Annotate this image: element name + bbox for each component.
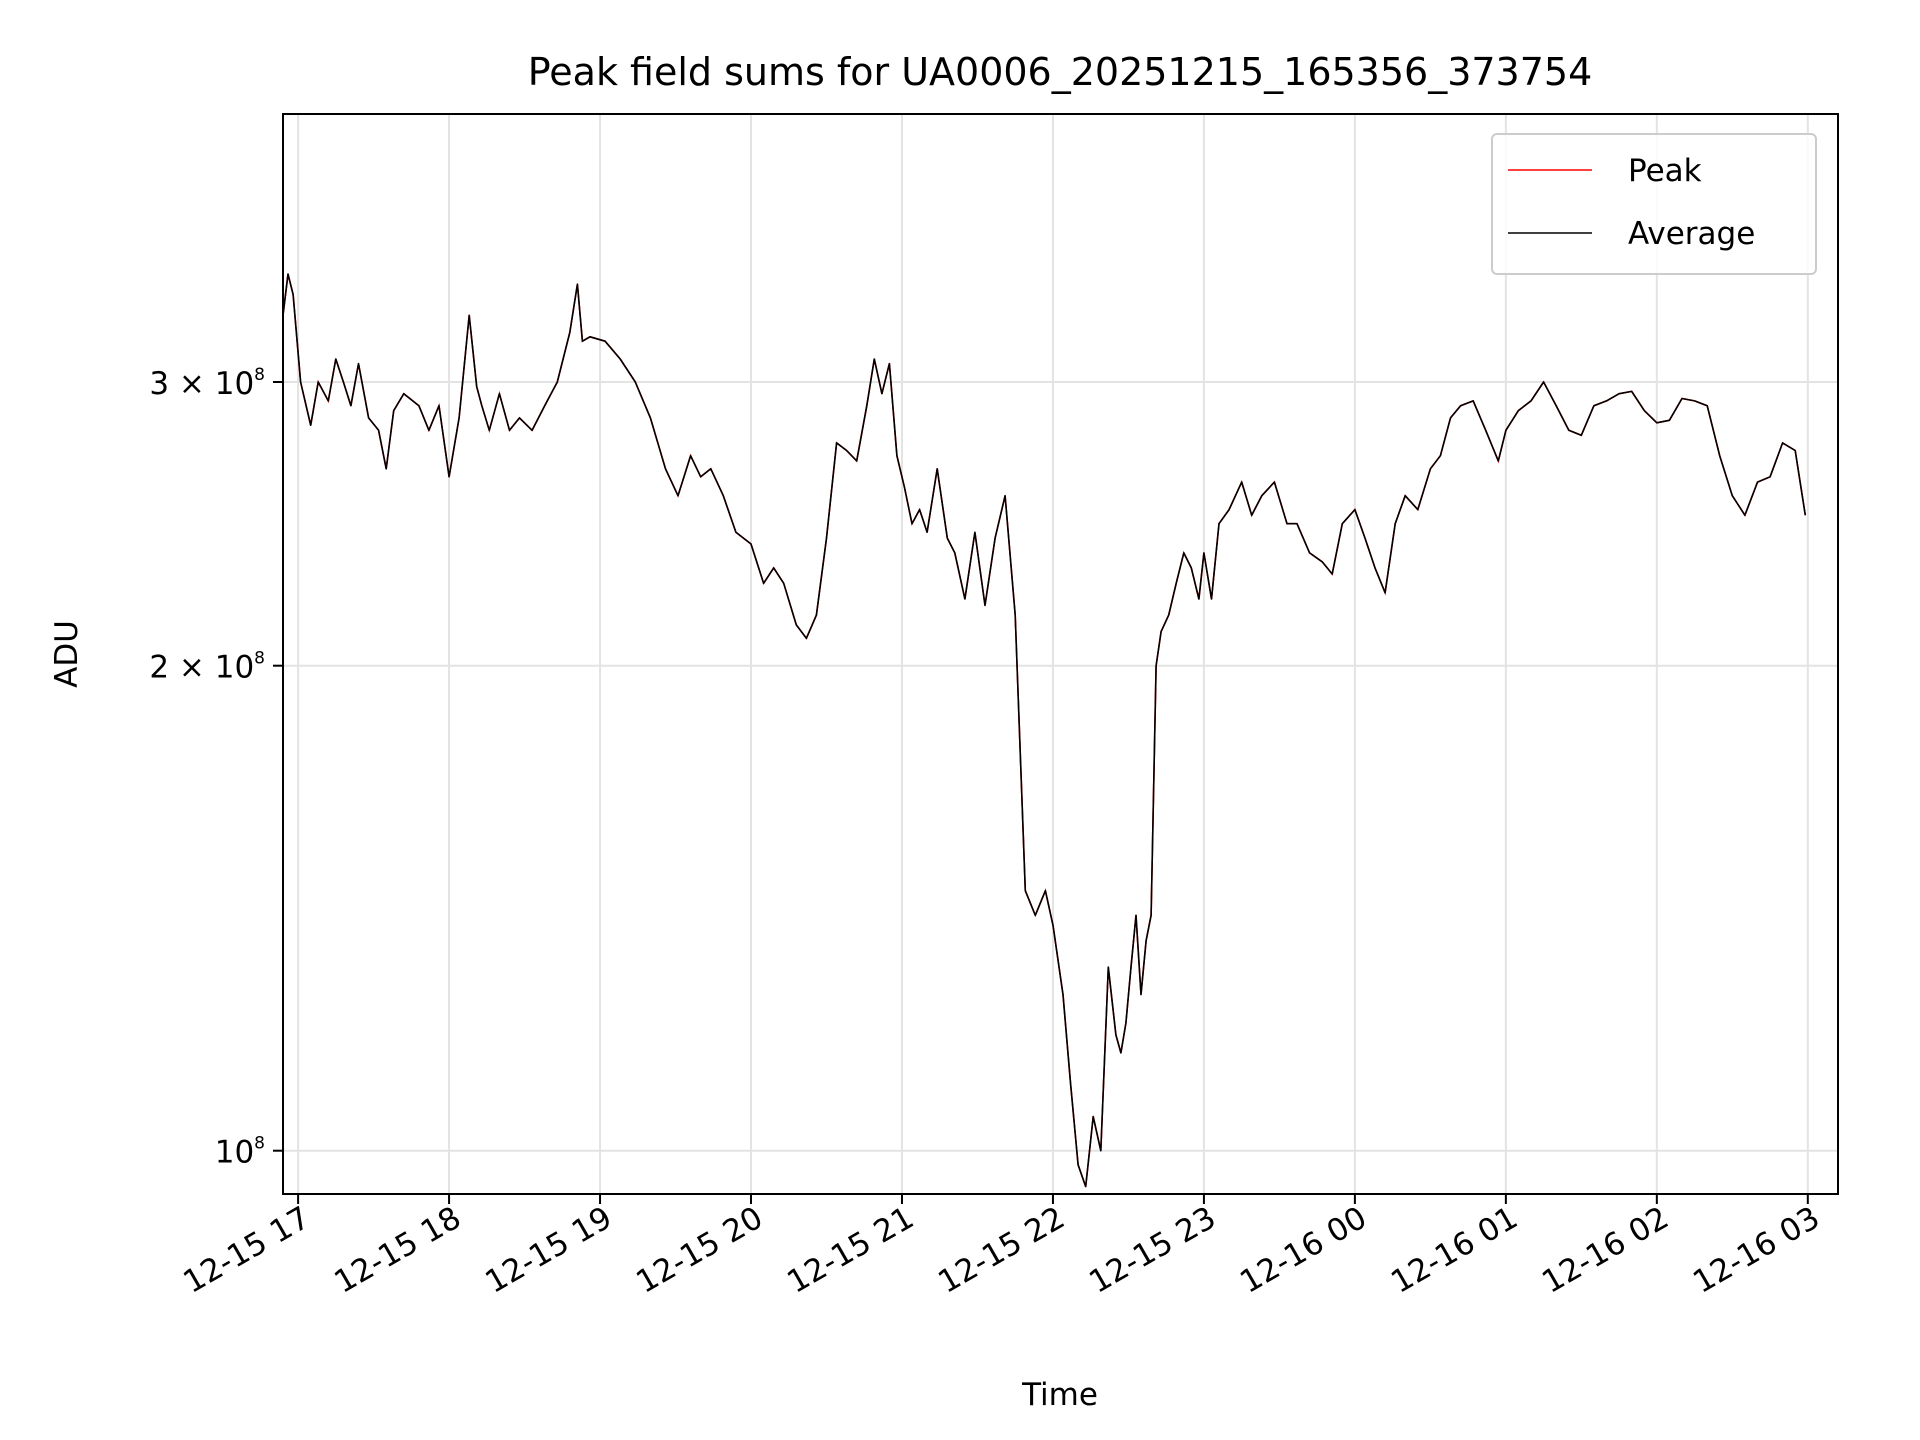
series-line-average xyxy=(283,273,1807,1188)
y-gridlines xyxy=(283,380,1838,1152)
plot-frame xyxy=(282,113,1839,1195)
legend-label-peak: Peak xyxy=(1628,153,1702,189)
x-tick-label: 12-16 02 xyxy=(1536,1200,1675,1301)
x-axis-label: Time xyxy=(1021,1377,1098,1413)
x-tick-label: 12-16 03 xyxy=(1687,1200,1826,1301)
y-tick-label-exponent: 8 xyxy=(254,1134,265,1154)
x-tick-label: 12-15 23 xyxy=(1083,1200,1222,1301)
series-line-peak xyxy=(283,273,1807,1187)
x-tick-label: 12-15 19 xyxy=(479,1200,618,1301)
x-tick-label: 12-15 22 xyxy=(932,1200,1071,1301)
y-tick-label-exponent: 8 xyxy=(254,649,265,669)
y-axis-label: ADU xyxy=(49,620,85,688)
x-tick-label: 12-15 17 xyxy=(177,1200,316,1301)
x-gridlines xyxy=(297,114,1809,1194)
y-tick-label-base: 2 × 10 xyxy=(149,650,254,686)
y-tick-label-exponent: 8 xyxy=(254,365,265,385)
y-tick-label-base: 10 xyxy=(215,1135,254,1171)
x-axis-ticks: 12-15 17 12-15 18 12-15 19 12-15 20 12-15 21… xyxy=(177,1194,1826,1301)
legend: Peak Average xyxy=(1491,133,1817,275)
x-tick-label: 12-15 21 xyxy=(781,1200,920,1301)
x-tick-label: 12-16 01 xyxy=(1385,1200,1524,1301)
y-tick-label: 2 × 108 xyxy=(149,649,265,686)
legend-label-average: Average xyxy=(1628,216,1755,252)
chart-title: Peak field sums for UA0006_20251215_1653… xyxy=(528,50,1593,94)
legend-box xyxy=(1491,133,1817,275)
x-tick-label: 12-15 20 xyxy=(630,1200,769,1301)
x-tick-label: 12-15 18 xyxy=(328,1200,467,1301)
y-tick-label-base: 3 × 10 xyxy=(149,366,254,402)
y-tick-label: 108 xyxy=(215,1134,265,1171)
y-tick-label: 3 × 108 xyxy=(149,365,265,402)
x-tick-label: 12-16 00 xyxy=(1234,1200,1373,1301)
